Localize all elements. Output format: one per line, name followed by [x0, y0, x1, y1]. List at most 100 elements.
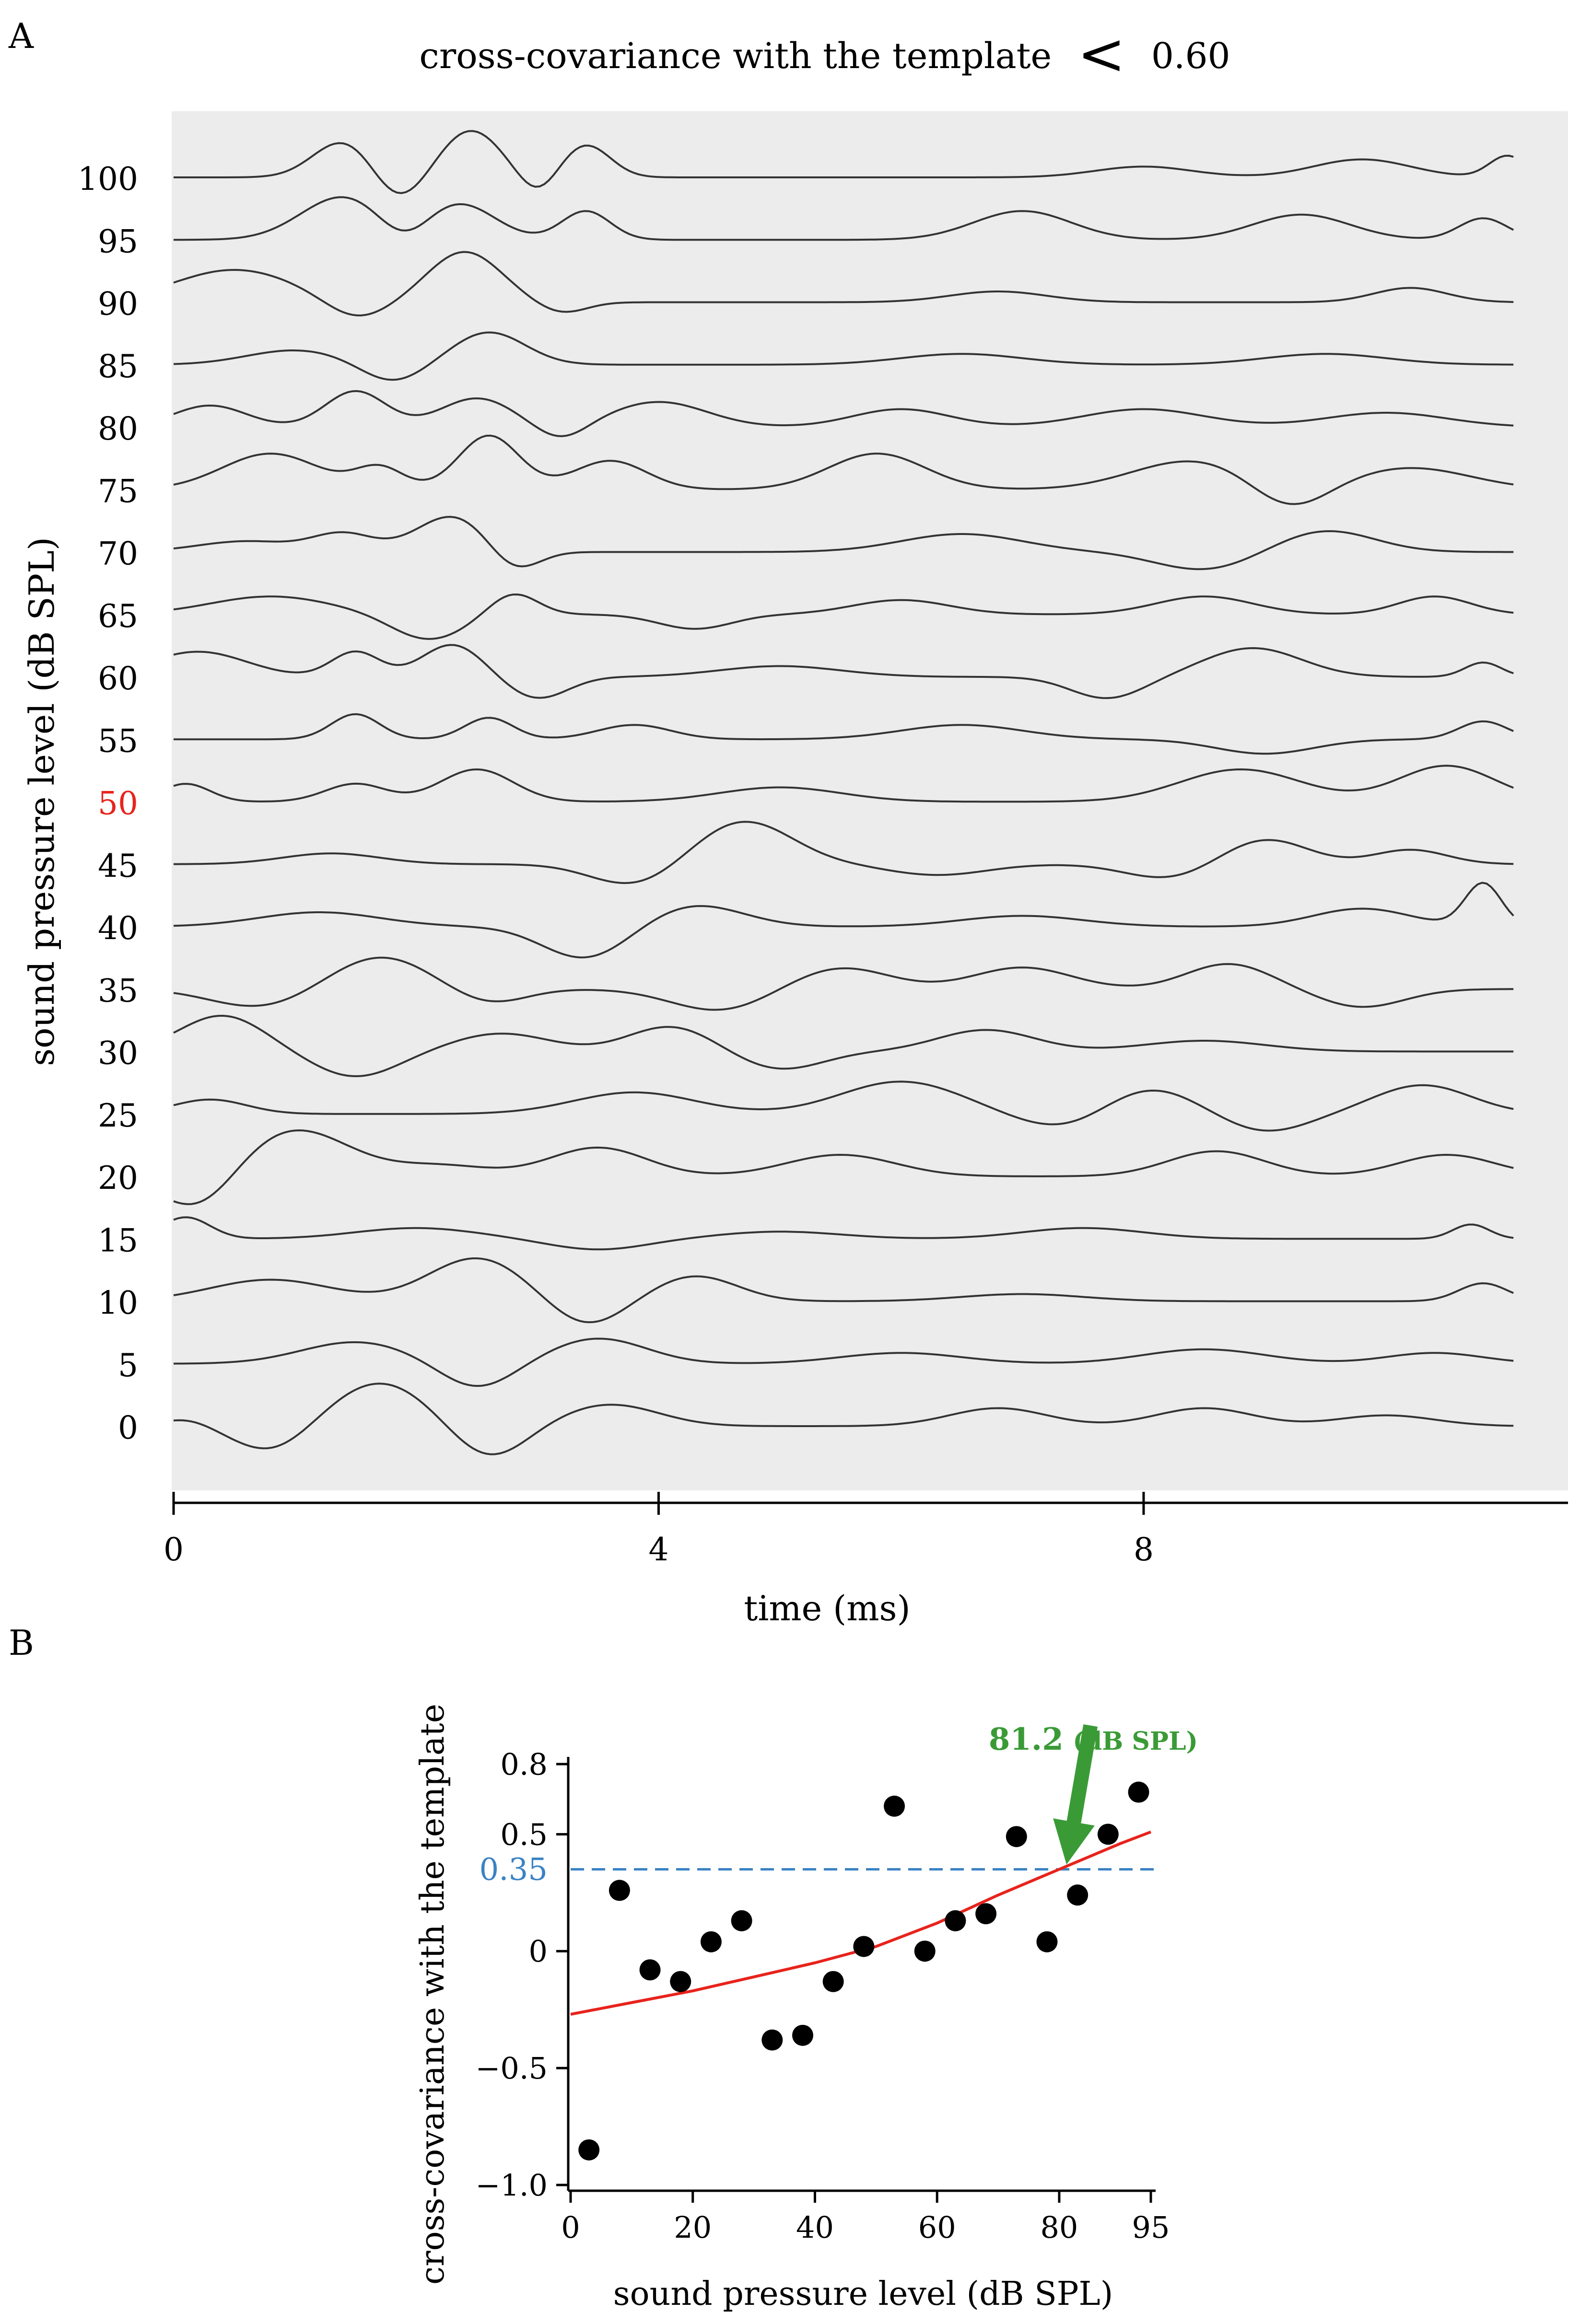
panel-b-fit-curve	[570, 1830, 1152, 2016]
panel-b-points	[578, 1781, 1149, 2161]
panel-a-title: cross-covariance with the template < 0.6…	[419, 21, 1230, 88]
x-tick-label: 0	[561, 2210, 580, 2245]
x-tick-label: 0	[164, 1531, 184, 1568]
level-label-50: 50	[98, 785, 138, 822]
panel-b-annotation-value: 81.2	[989, 1721, 1064, 1757]
crossing-arrow-icon	[1053, 1724, 1098, 1865]
data-point	[1097, 1824, 1119, 1845]
trace-100-db	[174, 130, 1514, 194]
panel-b-threshold-label: 0.35	[480, 1852, 548, 1888]
panel-b-annotation: 81.2 (dB SPL)	[989, 1721, 1198, 1865]
trace-30-db	[173, 1014, 1514, 1078]
level-label-60: 60	[98, 660, 138, 697]
data-point	[578, 2139, 600, 2161]
x-tick-label: 60	[918, 2210, 956, 2245]
level-label-35: 35	[98, 972, 138, 1009]
panel-a: A cross-covariance with the template < 0…	[8, 16, 1568, 1628]
level-label-20: 20	[98, 1160, 138, 1197]
level-label-30: 30	[98, 1035, 138, 1072]
data-point	[700, 1931, 722, 1952]
level-label-55: 55	[98, 722, 138, 759]
trace-35-db	[173, 956, 1514, 1011]
trace-70-db	[173, 516, 1514, 570]
data-point	[1128, 1781, 1149, 1803]
level-label-0: 0	[118, 1409, 138, 1446]
data-point	[792, 2024, 813, 2046]
trace-45-db	[174, 821, 1514, 884]
level-label-5: 5	[118, 1347, 138, 1384]
level-label-65: 65	[98, 598, 138, 635]
trace-0-db	[173, 1383, 1514, 1455]
panel-b-letter: B	[9, 1623, 34, 1663]
data-point	[761, 2029, 783, 2051]
data-point	[639, 1959, 661, 1981]
x-tick-label: 40	[796, 2210, 834, 2245]
trace-75-db	[173, 434, 1514, 505]
level-label-70: 70	[98, 535, 138, 572]
panel-a-traces	[173, 130, 1514, 1455]
trace-80-db	[173, 390, 1514, 437]
trace-5-db	[173, 1337, 1514, 1387]
trace-10-db	[173, 1257, 1514, 1324]
trace-55-db	[174, 713, 1514, 755]
panel-b-annotation-text: 81.2 (dB SPL)	[989, 1721, 1198, 1757]
y-tick-label: 0	[529, 1934, 548, 1969]
x-tick-label: 4	[648, 1531, 668, 1568]
data-point	[609, 1880, 630, 1901]
panel-b-y-label: cross-covariance with the template	[414, 1704, 452, 2285]
level-label-80: 80	[98, 410, 138, 447]
data-point	[914, 1941, 936, 1962]
level-label-45: 45	[98, 848, 138, 884]
panel-a-title-threshold: 0.60	[1151, 35, 1230, 77]
y-tick-label: −0.5	[475, 2051, 548, 2086]
trace-50-db	[173, 765, 1514, 803]
y-tick-label: 0.5	[500, 1817, 548, 1852]
panel-a-level-labels: 1009590858075706560555045403530252015105…	[78, 161, 138, 1446]
panel-b-x-label: sound pressure level (dB SPL)	[613, 2275, 1113, 2313]
panel-b: B 0.8 0.5 0 −0.5 −1.0 0 20 40 60 80 95 0.35 81.2 (…	[9, 1623, 1198, 2313]
panel-a-title-text: cross-covariance with the template	[419, 35, 1052, 77]
y-tick-label: 0.8	[500, 1747, 548, 1782]
level-label-10: 10	[98, 1285, 138, 1322]
trace-25-db	[173, 1081, 1514, 1132]
panel-a-x-ticks: 0 4 8	[164, 1492, 1154, 1568]
level-label-40: 40	[98, 910, 138, 947]
level-label-90: 90	[98, 286, 138, 323]
trace-95-db	[174, 196, 1514, 241]
panel-b-ticks: 0.8 0.5 0 −0.5 −1.0 0 20 40 60 80 95	[475, 1747, 1170, 2245]
level-label-75: 75	[98, 473, 138, 510]
data-point	[670, 1971, 691, 1992]
data-point	[975, 1903, 997, 1925]
data-point	[731, 1910, 752, 1931]
panel-a-plot-area	[172, 111, 1568, 1490]
x-tick-label: 8	[1134, 1531, 1154, 1568]
data-point	[1036, 1931, 1058, 1952]
trace-60-db	[173, 644, 1514, 699]
trace-15-db	[173, 1216, 1514, 1251]
trace-20-db	[173, 1129, 1514, 1205]
trace-40-db	[173, 882, 1514, 959]
level-label-95: 95	[98, 223, 138, 260]
data-point	[1067, 1884, 1088, 1906]
panel-b-annotation-unit: (dB SPL)	[1073, 1727, 1198, 1756]
panel-a-y-label: sound pressure level (dB SPL)	[22, 537, 62, 1066]
data-point	[884, 1795, 905, 1817]
x-tick-label: 80	[1040, 2210, 1078, 2245]
level-label-100: 100	[78, 161, 138, 198]
panel-a-title-symbol: <	[1077, 21, 1126, 88]
trace-90-db	[173, 251, 1514, 317]
x-tick-label: 20	[674, 2210, 712, 2245]
panel-a-letter: A	[8, 16, 34, 56]
data-point	[853, 1936, 875, 1957]
trace-85-db	[173, 331, 1514, 381]
panel-a-x-label: time (ms)	[744, 1588, 910, 1628]
level-label-85: 85	[98, 348, 138, 385]
level-label-15: 15	[98, 1222, 138, 1259]
level-label-25: 25	[98, 1097, 138, 1134]
data-point	[945, 1910, 966, 1931]
data-point	[822, 1971, 844, 1992]
data-point	[1006, 1826, 1027, 1848]
trace-65-db	[173, 593, 1514, 640]
x-tick-label: 95	[1132, 2210, 1170, 2245]
